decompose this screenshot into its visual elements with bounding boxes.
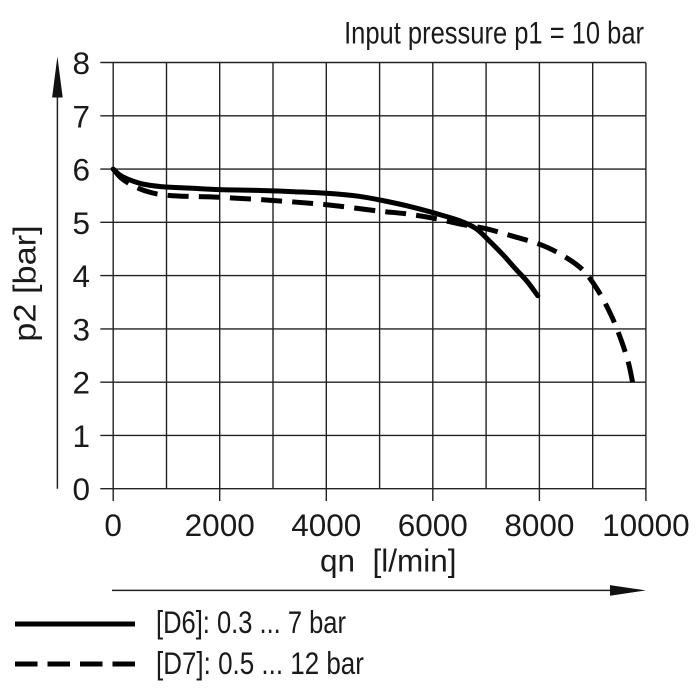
svg-text:0: 0 [72, 471, 90, 507]
svg-text:4000: 4000 [291, 507, 361, 543]
svg-text:2000: 2000 [185, 507, 255, 543]
svg-text:1: 1 [72, 418, 90, 454]
svg-text:2: 2 [72, 365, 90, 401]
svg-text:Input pressure p1 = 10 bar: Input pressure p1 = 10 bar [344, 16, 644, 51]
svg-text:6000: 6000 [398, 507, 468, 543]
svg-text:qn [l/min]: qn [l/min] [320, 542, 457, 578]
svg-text:0: 0 [104, 507, 122, 543]
svg-text:[D7]: 0.5 ... 12 bar: [D7]: 0.5 ... 12 bar [156, 647, 364, 682]
svg-text:7: 7 [72, 98, 90, 134]
svg-text:3: 3 [72, 311, 90, 347]
svg-text:p2 [bar]: p2 [bar] [7, 225, 42, 341]
svg-text:10000: 10000 [602, 507, 690, 543]
svg-text:4: 4 [72, 258, 90, 294]
svg-text:8000: 8000 [504, 507, 574, 543]
svg-text:[D6]: 0.3 ... 7 bar: [D6]: 0.3 ... 7 bar [156, 606, 346, 641]
svg-text:5: 5 [72, 205, 90, 241]
svg-text:8: 8 [72, 45, 90, 81]
svg-text:6: 6 [72, 152, 90, 188]
